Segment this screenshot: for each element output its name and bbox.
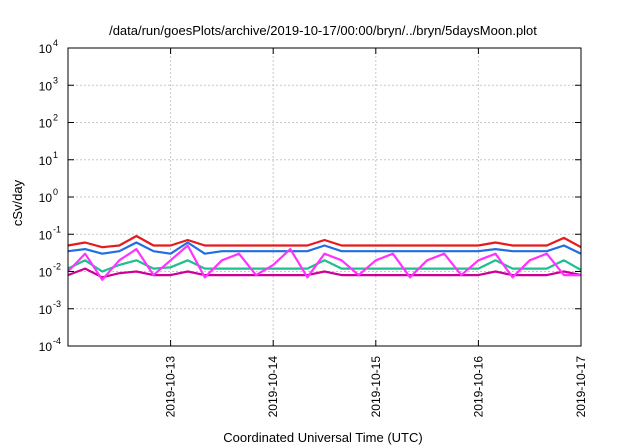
- series-line-5: [67, 244, 581, 281]
- y-tick-label: 10: [39, 117, 53, 131]
- series-line-3: [67, 259, 582, 273]
- series-line-1: [67, 234, 582, 249]
- x-tick-label: 2019-10-13: [164, 356, 178, 418]
- y-tick-label: 10: [39, 340, 53, 354]
- chart-title: /data/run/goesPlots/archive/2019-10-17/0…: [109, 23, 537, 38]
- x-tick-label: 2019-10-14: [266, 356, 280, 418]
- series-line-4: [67, 267, 582, 279]
- x-tick-label: 2019-10-15: [369, 356, 383, 418]
- series-line-2: [67, 241, 582, 255]
- y-tick-label: 10: [39, 154, 53, 168]
- y-tick-label: 10: [39, 266, 53, 280]
- y-tick-label: 10: [39, 228, 53, 242]
- x-tick-label: 2019-10-17: [574, 356, 588, 418]
- x-axis-label: Coordinated Universal Time (UTC): [223, 430, 422, 445]
- y-tick-exponent: 2: [53, 113, 58, 123]
- y-axis-label: cSv/day: [10, 179, 25, 226]
- y-tick-exponent: 0: [53, 187, 58, 197]
- y-tick-exponent: 4: [53, 38, 58, 48]
- y-tick-exponent: 1: [53, 150, 58, 160]
- x-axis: 2019-10-13 2019-10-14 2019-10-15 2019-10-16…: [164, 48, 588, 417]
- grid: [68, 48, 581, 346]
- y-tick-label: 10: [39, 42, 53, 56]
- y-tick-label: 10: [39, 79, 53, 93]
- y-tick-exponent: -3: [53, 299, 61, 309]
- y-tick-label: 10: [39, 303, 53, 317]
- y-tick-exponent: -4: [53, 336, 61, 346]
- y-tick-exponent: -1: [53, 224, 61, 234]
- y-tick-label: 10: [39, 191, 53, 205]
- x-tick-label: 2019-10-16: [471, 356, 485, 418]
- series-layer: [67, 234, 582, 281]
- y-tick-exponent: 3: [53, 75, 58, 85]
- y-tick-exponent: -2: [53, 262, 61, 272]
